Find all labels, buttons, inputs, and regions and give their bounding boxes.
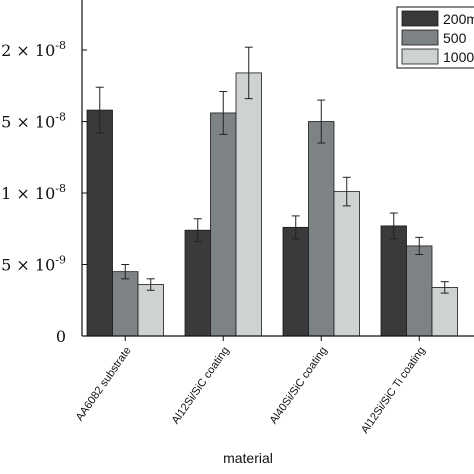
bar-200m-1 (184, 229, 211, 337)
legend-label-500: 500 (443, 30, 467, 46)
category-label-2: Al40Si/SiC coating (268, 345, 330, 427)
error-bar-500-1 (219, 91, 228, 135)
bar-200m-2 (282, 226, 309, 337)
category-labels: AA6082 substrate Al12Si/SiC coating Al40Si… (74, 345, 428, 436)
error-bar-500-3 (415, 236, 424, 256)
error-bar-1000-0 (146, 278, 155, 291)
y-tick-labels: 0 5 × 10-9 1 × 10-8 1.5 × 10-8 2 × 10-8 (0, 39, 66, 346)
bar-200m-3 (380, 225, 407, 337)
y-tick-label-3: 1.5 × 10-8 (0, 111, 66, 132)
bar-1000-1 (235, 72, 262, 337)
axes-layer (81, 0, 474, 341)
x-axis-title: material (223, 450, 273, 466)
legend-label-1000: 1000 (443, 49, 474, 65)
error-bar-1000-2 (342, 176, 351, 207)
bar-200m-0 (86, 109, 113, 337)
legend-swatch-200m (401, 10, 439, 27)
y-tick-label-4: 2 × 10-8 (1, 39, 66, 60)
category-label-3: Al12Si/SiC Ti coating (359, 345, 428, 436)
error-bar-500-2 (317, 99, 326, 144)
bar-500-2 (308, 121, 335, 337)
bar-1000-2 (333, 191, 360, 337)
y-tick-label-1: 5 × 10-9 (1, 254, 66, 275)
bars-layer (86, 72, 458, 337)
error-bar-1000-1 (244, 46, 253, 100)
error-bar-1000-3 (440, 281, 449, 294)
legend: 200m 500 1000 (396, 6, 474, 69)
error-bar-200m-3 (389, 212, 398, 240)
legend-swatch-500 (401, 29, 439, 46)
bar-1000-3 (431, 286, 458, 337)
error-bar-200m-2 (291, 215, 300, 240)
errorbars-layer (95, 46, 449, 294)
category-label-1: Al12Si/SiC coating (170, 345, 232, 427)
bar-500-1 (210, 112, 237, 337)
error-bar-200m-1 (193, 218, 202, 243)
category-label-0: AA6082 substrate (74, 345, 134, 424)
bar-1000-0 (137, 284, 164, 337)
error-bar-200m-0 (95, 86, 104, 134)
y-tick-label-0: 0 (56, 327, 66, 346)
bar-500-0 (112, 271, 139, 337)
legend-label-200m: 200m (443, 11, 474, 27)
error-bar-500-0 (121, 264, 130, 280)
legend-swatch-1000 (401, 48, 439, 65)
bar-500-3 (406, 245, 433, 337)
y-tick-label-2: 1 × 10-8 (1, 182, 66, 203)
